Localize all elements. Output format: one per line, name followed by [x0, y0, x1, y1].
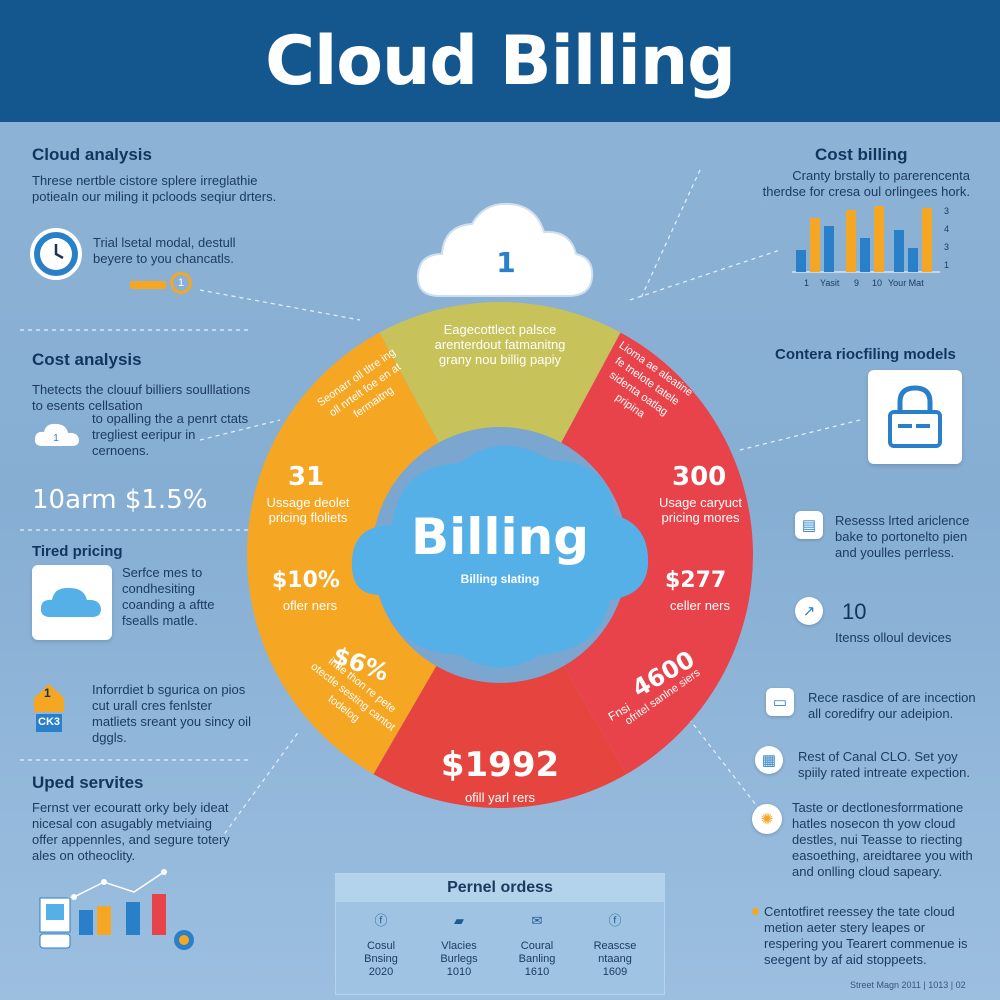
center-cloud: [351, 445, 649, 668]
uped-services-text: Fernst ver ecouratt orky bely ideat nice…: [32, 800, 230, 863]
footer-note: Street Magn 2011 | 1013 | 02: [850, 980, 966, 990]
bottom-price: $1992: [440, 745, 560, 785]
left-price: $10%: [272, 568, 340, 593]
cloud-icon: 1: [32, 418, 82, 448]
svg-text:3: 3: [944, 206, 949, 216]
cluster-icon: ✺: [752, 804, 782, 834]
lock-icon: [888, 385, 942, 448]
home-badge: 1: [44, 686, 51, 700]
f-icon: ⓕ: [608, 913, 622, 928]
tiered-card: [32, 565, 112, 640]
svg-text:10: 10: [872, 278, 882, 288]
orders-panel: Pernel ordess ⓕ Cosul Bnsing 2020 ▰ Vlac…: [335, 873, 665, 995]
center-subtitle: Billing sIating: [460, 572, 540, 586]
rate-value: 10arm $1.5%: [32, 485, 208, 515]
bottom-text: ofill yarl rers: [464, 790, 536, 805]
monitor-icon: ▭: [766, 688, 794, 716]
mail-icon: ✉: [531, 913, 543, 928]
cost-analysis-title: Cost analysis: [32, 350, 142, 369]
segment-bottom: [373, 663, 627, 808]
segment-right: [560, 332, 753, 775]
cost-analysis-text2: to opalling the a penrt ctats tregliest …: [92, 411, 249, 458]
orders-title: Pernel ordess: [336, 874, 664, 902]
header-bar: Cloud Billing: [0, 0, 1000, 122]
clock-icon: [30, 228, 82, 280]
billing-ring: [247, 302, 753, 808]
file-icon: ▤: [795, 511, 823, 539]
doc-icon: ▦: [755, 746, 783, 774]
ring-segments: [247, 302, 753, 808]
cloud-analysis-title: Cloud analysis: [32, 145, 152, 164]
top-cloud-icon: 1: [416, 202, 594, 297]
svg-text:9: 9: [854, 278, 859, 288]
svg-text:3: 3: [944, 242, 949, 252]
order-item[interactable]: ⓕ Cosul Bnsing 2020: [364, 913, 398, 978]
cost-billing-text: Cranty brstally to parerencenta therdse …: [762, 168, 970, 199]
inforrdiet-text: Inforrdiet b sgurica on pios cut urall c…: [92, 682, 251, 745]
cloud-icon: [40, 587, 101, 617]
center-title: Billing: [410, 508, 590, 566]
svg-text:1: 1: [804, 278, 809, 288]
tiered-text: Serfce mes to condhesiting coanding a af…: [122, 565, 215, 628]
uped-services-title: Uped servites: [32, 773, 144, 792]
ring-top-text: Eagecottlect palsce arenterdout fatmanit…: [434, 322, 566, 367]
home-icon: [32, 680, 66, 734]
cost-billing-chart: 3 4 3 1 1 Yasit 9 10 Your Mat: [792, 206, 949, 288]
cloud-analysis-text: Threse nertble cistore splere irreglathi…: [32, 173, 277, 204]
cost-analysis-text: Thetects the clouuf billiers soulllation…: [32, 382, 251, 413]
tiered-pricing-title: Tired pricing: [32, 543, 123, 560]
left-num: 31: [288, 462, 325, 492]
order-item[interactable]: ✉ Coural Banling 1610: [518, 913, 556, 978]
progress-bar: [130, 281, 166, 289]
right-num-text: Usage caryuct pricing mores: [658, 495, 743, 525]
services-chart-icon: [39, 869, 194, 950]
lock-card: [868, 370, 962, 464]
feature-6-text: Centotfiret reessey the tate cloud metio…: [764, 904, 968, 967]
right-num: 300: [672, 462, 727, 492]
right-price-text: celler ners: [670, 598, 730, 613]
feature-4-text: Rest of Canal CLO. Set yoy spiily rated …: [798, 749, 970, 780]
order-item[interactable]: ▰ Vlacies Burlegs 1010: [440, 913, 478, 978]
svg-text:Yasit: Yasit: [820, 278, 840, 288]
segment-top: [379, 302, 621, 445]
svg-text:1: 1: [944, 260, 949, 270]
left-num-text: Ussage deolet pricing floliets: [266, 495, 350, 525]
gauge-icon: 1: [170, 272, 192, 294]
svg-text:1: 1: [53, 433, 59, 444]
right-price: $277: [665, 568, 727, 593]
folder-icon: ▰: [454, 913, 464, 928]
feature-5-text: Taste or dectlonesforrmatione hatles nos…: [792, 800, 973, 879]
arrow-icon: ↗: [795, 597, 823, 625]
cost-billing-title: Cost billing: [815, 145, 908, 164]
svg-text:4: 4: [944, 224, 949, 234]
models-title: Contera riocfiling models: [775, 346, 956, 363]
home-badge2: CK3: [38, 716, 61, 728]
clock-text: Trial lsetal modal, destull beyere to yo…: [93, 235, 236, 266]
feature-1-text: Resesss lrted ariclence bake to portonel…: [835, 513, 970, 560]
left-price-text: ofler ners: [282, 598, 338, 613]
svg-text:1: 1: [496, 246, 515, 279]
order-item[interactable]: ⓕ Reascse ntaang 1609: [593, 913, 637, 978]
f-icon: ⓕ: [374, 913, 388, 928]
svg-text:Your Mat: Your Mat: [888, 278, 924, 288]
segment-left: [247, 332, 440, 775]
feature-2-text: Itenss olloul devices: [835, 630, 952, 645]
dot-icon: [752, 908, 759, 915]
feature-3-text: Rece rasdice of are incection all coredi…: [808, 690, 976, 721]
page-title: Cloud Billing: [265, 21, 736, 101]
feature-2-num: 10: [842, 599, 867, 624]
